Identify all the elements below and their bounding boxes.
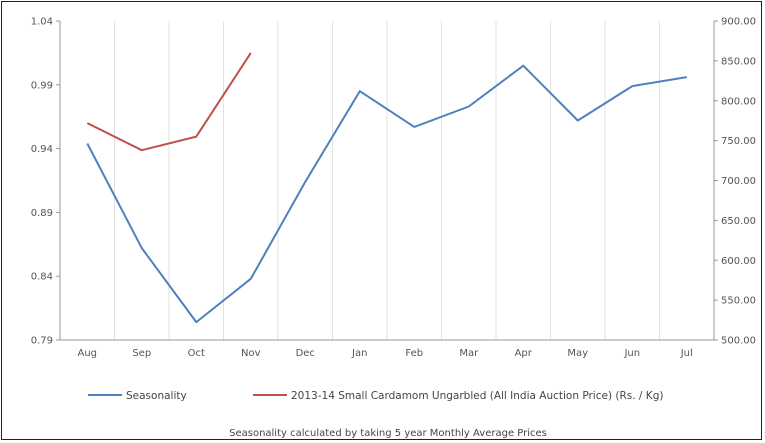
plot-area — [59, 21, 715, 341]
right-axis: 900.00 850.00 800.00 750.00 700.00 650.00 600.… — [714, 17, 756, 347]
series-layer — [86, 52, 687, 324]
x-tick-label: Oct — [188, 348, 205, 359]
series-line-cardamom-price — [86, 52, 252, 152]
right-tick-label: 900.00 — [721, 17, 756, 28]
right-tick-label: 700.00 — [721, 176, 756, 187]
right-tick-label: 650.00 — [721, 216, 756, 227]
legend-label-seasonality: Seasonality — [126, 390, 187, 402]
left-tick-label: 0.94 — [31, 144, 53, 155]
x-tick-label: Feb — [405, 348, 423, 359]
right-tick-label: 850.00 — [721, 56, 756, 67]
x-tick-label: May — [567, 348, 588, 359]
x-tick-label: Mar — [459, 348, 479, 359]
x-tick-label: Dec — [296, 348, 315, 359]
left-tick-label: 0.79 — [31, 336, 53, 347]
left-tick-label: 0.99 — [31, 80, 53, 91]
x-tick-label: Apr — [515, 348, 533, 359]
right-tick-label: 500.00 — [721, 336, 756, 347]
x-tick-label: Jun — [623, 348, 640, 359]
x-axis: Aug Sep Oct Nov Dec Jan Feb Mar Apr May Jun Jul — [77, 348, 692, 359]
legend-label-cardamom: 2013-14 Small Cardamom Ungarbled (All In… — [291, 390, 663, 402]
x-tick-label: Jan — [351, 348, 367, 359]
chart-caption: Seasonality calculated by taking 5 year … — [229, 428, 547, 439]
series-line-seasonality — [86, 64, 687, 324]
right-tick-label: 750.00 — [721, 136, 756, 147]
right-tick-label: 550.00 — [721, 296, 756, 307]
x-tick-label: Aug — [77, 348, 97, 359]
legend: Seasonality 2013-14 Small Cardamom Ungar… — [88, 390, 663, 402]
x-tick-label: Jul — [680, 348, 693, 359]
left-tick-label: 0.84 — [31, 272, 53, 283]
left-axis: 1.04 0.99 0.94 0.89 0.84 0.79 — [31, 17, 60, 347]
x-tick-label: Nov — [241, 348, 261, 359]
right-tick-label: 800.00 — [721, 96, 756, 107]
right-tick-label: 600.00 — [721, 256, 756, 267]
x-tick-label: Sep — [132, 348, 151, 359]
left-tick-label: 1.04 — [31, 17, 53, 28]
left-tick-label: 0.89 — [31, 208, 53, 219]
